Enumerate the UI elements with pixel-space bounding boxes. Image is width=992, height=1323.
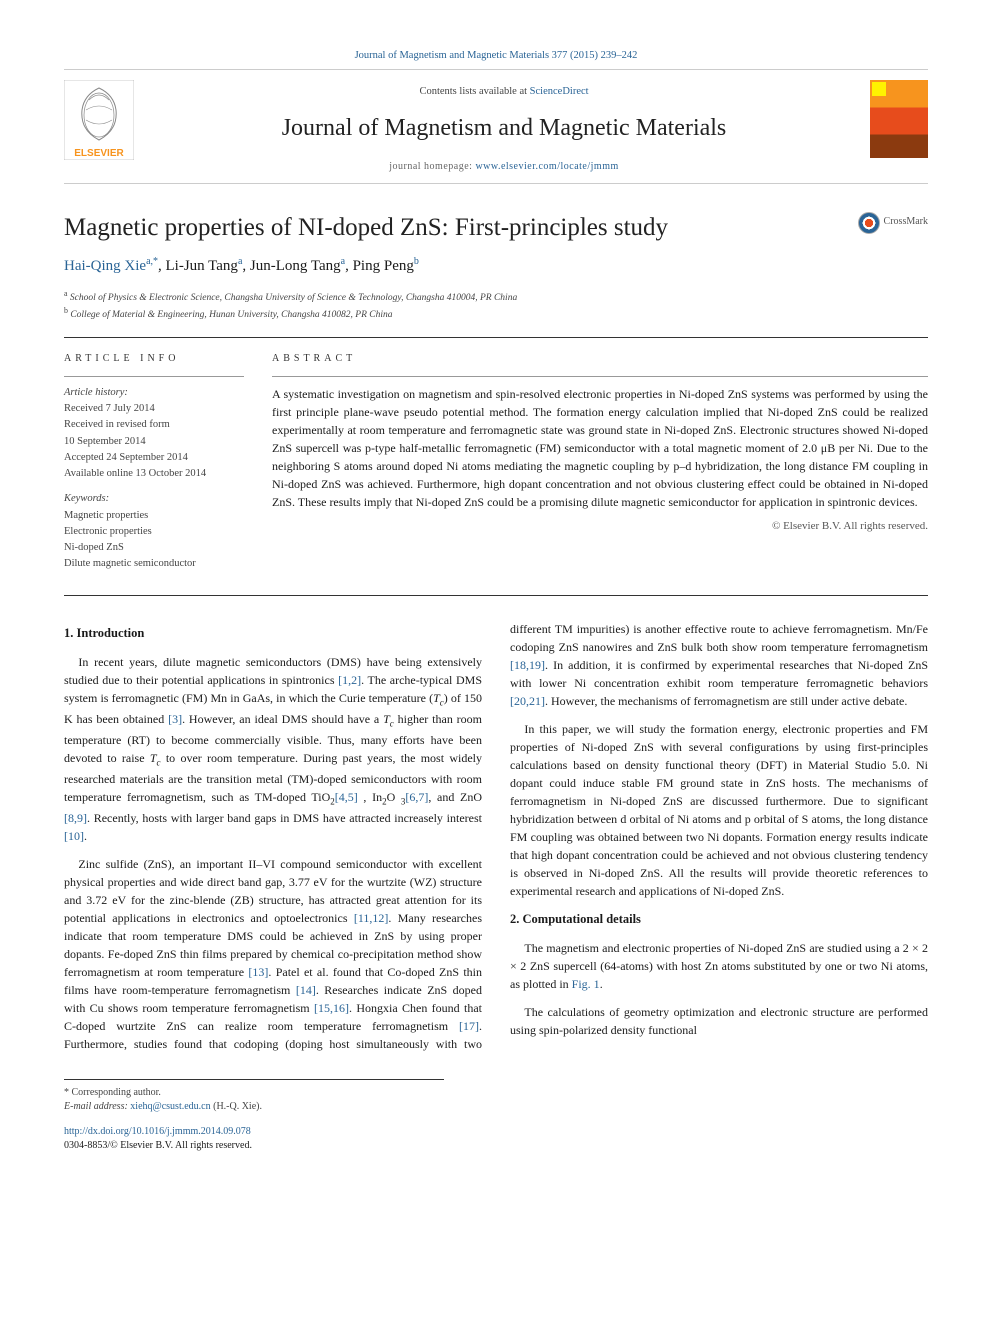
thin-rule xyxy=(64,376,244,377)
journal-cover-icon xyxy=(870,80,928,158)
ref-link[interactable]: [4,5] xyxy=(335,790,358,804)
author-text: , Li-Jun Tang xyxy=(158,258,238,274)
keyword-4: Dilute magnetic semiconductor xyxy=(64,556,244,571)
header-center: Contents lists available at ScienceDirec… xyxy=(150,80,858,175)
ref-link[interactable]: [10] xyxy=(64,829,84,843)
journal-name: Journal of Magnetism and Magnetic Materi… xyxy=(150,111,858,146)
t: , and ZnO xyxy=(428,790,482,804)
body-para-5: The calculations of geometry optimizatio… xyxy=(510,1003,928,1039)
t: . However, an ideal DMS should have a xyxy=(182,712,383,726)
affil-sup: a,* xyxy=(146,256,158,267)
affil-b-text: College of Material & Engineering, Hunan… xyxy=(70,310,392,320)
author-text: , Jun-Long Tang xyxy=(242,258,340,274)
t: , In xyxy=(358,790,382,804)
journal-header: ELSEVIER Contents lists available at Sci… xyxy=(64,70,928,184)
issn-copyright: 0304-8853/© Elsevier B.V. All rights res… xyxy=(64,1139,928,1154)
abstract-copyright: © Elsevier B.V. All rights reserved. xyxy=(272,519,928,535)
t: . xyxy=(84,829,87,843)
accepted-date: Accepted 24 September 2014 xyxy=(64,450,244,465)
t: . In addition, it is confirmed by experi… xyxy=(510,658,928,690)
keywords-block: Keywords: Magnetic properties Electronic… xyxy=(64,491,244,571)
section-head-intro: 1. Introduction xyxy=(64,624,482,643)
t: . Recently, hosts with larger band gaps … xyxy=(87,811,482,825)
corresponding-author: * Corresponding author. xyxy=(64,1086,444,1101)
affil-sup: b xyxy=(414,256,419,267)
doi-link[interactable]: http://dx.doi.org/10.1016/j.jmmm.2014.09… xyxy=(64,1126,251,1137)
ref-link[interactable]: [8,9] xyxy=(64,811,87,825)
homepage-link[interactable]: www.elsevier.com/locate/jmmm xyxy=(475,161,618,172)
section-rule xyxy=(64,337,928,338)
email-link[interactable]: xiehq@csust.edu.cn xyxy=(130,1101,210,1112)
t: . However, the mechanisms of ferromagnet… xyxy=(545,694,907,708)
ref-link[interactable]: [3] xyxy=(168,712,182,726)
keywords-label: Keywords: xyxy=(64,491,244,506)
ref-link[interactable]: [1,2] xyxy=(338,673,361,687)
tc-symbol: Tc xyxy=(433,691,444,705)
title-section: CrossMark Magnetic properties of NI-dope… xyxy=(64,212,928,323)
ref-link[interactable]: [18,19] xyxy=(510,658,545,672)
abstract-head: abstract xyxy=(272,352,928,367)
email-name: (H.-Q. Xie). xyxy=(211,1101,262,1112)
history-label: Article history: xyxy=(64,385,244,400)
page-container: Journal of Magnetism and Magnetic Materi… xyxy=(0,0,992,1194)
thin-rule xyxy=(272,376,928,377)
abstract-column: abstract A systematic investigation on m… xyxy=(272,352,928,582)
section-head-comp: 2. Computational details xyxy=(510,910,928,929)
author-text: , Ping Peng xyxy=(345,258,414,274)
article-title: Magnetic properties of NI-doped ZnS: Fir… xyxy=(64,212,928,243)
tc-symbol: Tc xyxy=(150,751,161,765)
keyword-1: Magnetic properties xyxy=(64,508,244,523)
contents-line: Contents lists available at ScienceDirec… xyxy=(150,84,858,99)
fig-link[interactable]: Fig. 1 xyxy=(572,977,600,991)
revised-date-1: Received in revised form xyxy=(64,417,244,432)
email-line: E-mail address: xiehq@csust.edu.cn (H.-Q… xyxy=(64,1100,444,1115)
history-block: Article history: Received 7 July 2014 Re… xyxy=(64,385,244,481)
authors-line: Hai-Qing Xiea,*, Li-Jun Tanga, Jun-Long … xyxy=(64,255,928,278)
keyword-2: Electronic properties xyxy=(64,524,244,539)
elsevier-text: ELSEVIER xyxy=(74,148,124,159)
keyword-3: Ni-doped ZnS xyxy=(64,540,244,555)
footnote-block: * Corresponding author. E-mail address: … xyxy=(64,1079,444,1115)
doi-block: http://dx.doi.org/10.1016/j.jmmm.2014.09… xyxy=(64,1125,928,1154)
ref-link[interactable]: [14] xyxy=(296,983,316,997)
body-para-4: The magnetism and electronic properties … xyxy=(510,939,928,993)
article-info-column: article info Article history: Received 7… xyxy=(64,352,244,582)
tc-symbol: Tc xyxy=(383,712,394,726)
ref-link[interactable]: [15,16] xyxy=(314,1001,349,1015)
abstract-text: A systematic investigation on magnetism … xyxy=(272,385,928,511)
section-rule xyxy=(64,595,928,596)
body-para-1: In recent years, dilute magnetic semicon… xyxy=(64,653,482,845)
homepage-line: journal homepage: www.elsevier.com/locat… xyxy=(150,160,858,175)
author-link-1[interactable]: Hai-Qing Xie xyxy=(64,258,146,274)
body-para-3: In this paper, we will study the formati… xyxy=(510,720,928,900)
crossmark-icon xyxy=(858,212,880,234)
contents-prefix: Contents lists available at xyxy=(419,86,529,97)
info-head: article info xyxy=(64,352,244,367)
crossmark-label: CrossMark xyxy=(884,215,928,230)
ref-link[interactable]: [11,12] xyxy=(354,911,389,925)
elsevier-logo-icon: ELSEVIER xyxy=(64,80,134,160)
affiliation-b: b College of Material & Engineering, Hun… xyxy=(64,305,928,322)
homepage-prefix: journal homepage: xyxy=(389,161,475,172)
ref-link[interactable]: [13] xyxy=(248,965,268,979)
affiliation-a: a School of Physics & Electronic Science… xyxy=(64,288,928,305)
journal-reference-bar: Journal of Magnetism and Magnetic Materi… xyxy=(64,48,928,70)
crossmark-badge[interactable]: CrossMark xyxy=(858,212,928,234)
affiliations: a School of Physics & Electronic Science… xyxy=(64,288,928,323)
ref-link[interactable]: [6,7] xyxy=(405,790,428,804)
email-label: E-mail address: xyxy=(64,1101,130,1112)
t: O xyxy=(387,790,401,804)
body-two-column: 1. Introduction In recent years, dilute … xyxy=(64,620,928,1052)
t: . xyxy=(600,977,603,991)
received-date: Received 7 July 2014 xyxy=(64,401,244,416)
journal-ref-link[interactable]: Journal of Magnetism and Magnetic Materi… xyxy=(355,50,638,61)
online-date: Available online 13 October 2014 xyxy=(64,466,244,481)
info-abstract-row: article info Article history: Received 7… xyxy=(64,352,928,582)
ref-link[interactable]: [17] xyxy=(459,1019,479,1033)
affil-a-text: School of Physics & Electronic Science, … xyxy=(70,293,517,303)
revised-date-2: 10 September 2014 xyxy=(64,434,244,449)
sciencedirect-link[interactable]: ScienceDirect xyxy=(530,86,589,97)
ref-link[interactable]: [20,21] xyxy=(510,694,545,708)
